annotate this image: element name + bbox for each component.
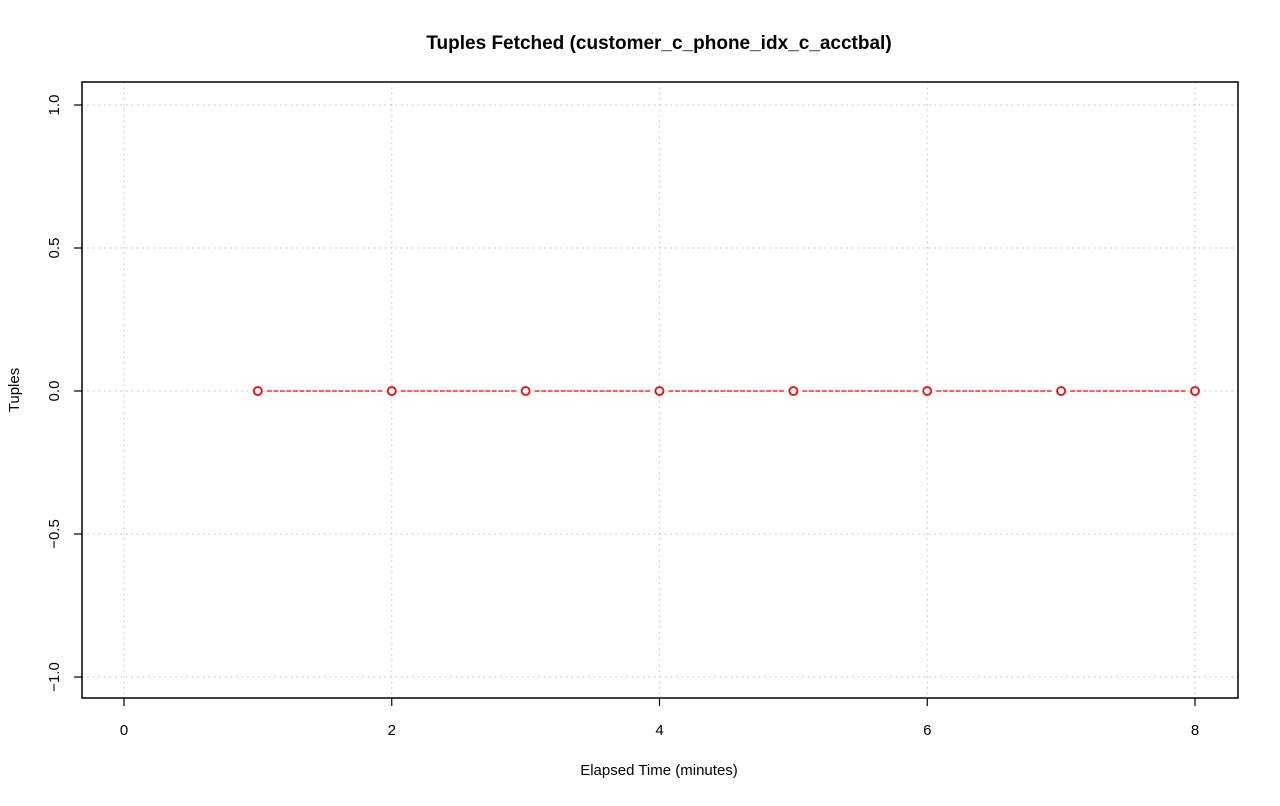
data-point: [1190, 386, 1200, 396]
y-tick-label: 0.5: [46, 238, 63, 259]
x-tick-label: 0: [120, 722, 128, 739]
x-axis-label: Elapsed Time (minutes): [580, 762, 738, 779]
y-axis: −1.0 −0.5 0.0 0.5 1.0: [46, 95, 82, 692]
x-tick-label: 8: [1191, 722, 1199, 739]
x-tick-label: 6: [923, 722, 931, 739]
y-tick-label: −0.5: [46, 519, 63, 549]
x-tick-label: 2: [388, 722, 396, 739]
x-axis: 0 2 4 6 8: [120, 698, 1199, 739]
data-point: [1056, 386, 1067, 396]
data-point: [252, 386, 263, 396]
data-point: [520, 386, 531, 396]
y-tick-label: 0.0: [46, 381, 63, 402]
y-tick-label: −1.0: [46, 662, 63, 692]
data-point: [788, 386, 799, 396]
data-point: [654, 386, 665, 396]
series-layer: [252, 386, 1200, 396]
data-point: [922, 386, 933, 396]
data-point: [386, 386, 397, 396]
y-axis-label: Tuples: [6, 368, 23, 412]
x-tick-label: 4: [655, 722, 663, 739]
chart-title: Tuples Fetched (customer_c_phone_idx_c_a…: [426, 33, 891, 54]
y-tick-label: 1.0: [46, 95, 63, 116]
